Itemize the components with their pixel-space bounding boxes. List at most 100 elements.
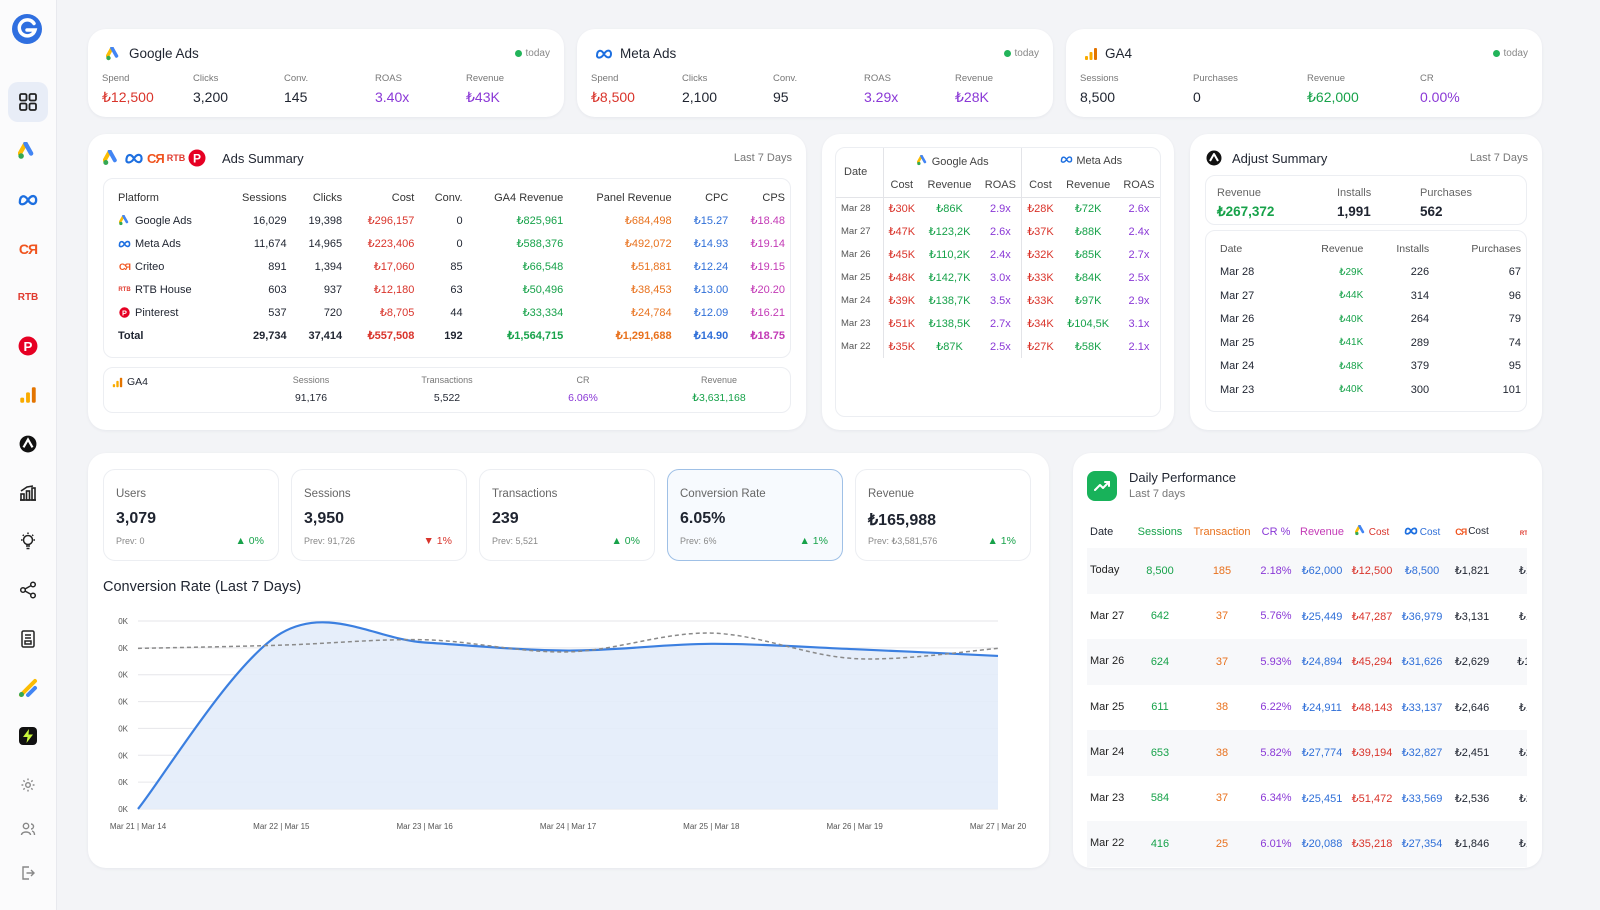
app-logo-icon[interactable] bbox=[11, 13, 43, 45]
ga4-stat-value: ₺3,631,168 bbox=[692, 392, 746, 404]
table-row[interactable]: Mar 23 ₺40K 300 101 bbox=[1206, 378, 1526, 402]
column-header[interactable]: Panel Revenue bbox=[596, 191, 672, 204]
table-row[interactable]: Mar 28 ₺29K 226 67 bbox=[1206, 261, 1526, 285]
table-row[interactable]: Google Ads 16,029 19,398 ₺296,157 0 ₺825,961 ₺… bbox=[104, 209, 790, 232]
daily-table-scroll[interactable]: Date Sessions Transaction CR % Revenue Cost Co… bbox=[1087, 516, 1527, 867]
column-header[interactable]: Transaction bbox=[1193, 526, 1251, 538]
adjust-stat-value: 1,991 bbox=[1337, 204, 1371, 219]
cell: 38 bbox=[1189, 730, 1255, 776]
table-row[interactable]: P Pinterest 537 720 ₺8,705 44 ₺33,334 ₺24,784 ₺1… bbox=[104, 301, 790, 324]
column-header[interactable]: Cost bbox=[1347, 516, 1397, 548]
sidebar-item-google-analytics[interactable] bbox=[8, 668, 48, 708]
kpi-card-transactions[interactable]: Transactions 239 Prev: 5,521 ▲ 0% bbox=[479, 469, 655, 561]
adjust-stat: Revenue ₺267,372 bbox=[1217, 187, 1274, 220]
trend-icon bbox=[1087, 471, 1117, 501]
adjust-stat-value: ₺267,372 bbox=[1217, 204, 1275, 219]
sidebar-item-dashboard[interactable] bbox=[8, 82, 48, 122]
google-ads-today-card[interactable]: Google Ads today Spend ₺12,500 Clicks 3,200… bbox=[88, 29, 564, 117]
cell: ₺2,629 bbox=[1447, 639, 1497, 685]
column-header[interactable]: Cost bbox=[391, 191, 415, 204]
cell: 6.34% bbox=[1260, 792, 1292, 805]
y-tick-label: 0K bbox=[118, 724, 128, 733]
table-row[interactable]: Mar 27 ₺44K 314 96 bbox=[1206, 284, 1526, 308]
table-row[interactable]: Mar 22 416 25 6.01% ₺20,088 ₺35,218 ₺27,354 ₺1,… bbox=[1087, 821, 1527, 867]
table-row[interactable]: Mar 24 ₺48K 379 95 bbox=[1206, 355, 1526, 379]
column-header[interactable]: Cost bbox=[1397, 516, 1447, 548]
sidebar-item-logout[interactable] bbox=[8, 853, 48, 893]
table-row[interactable]: RTB RTB House 603 937 ₺12,180 63 ₺50,496 ₺38,45… bbox=[104, 278, 790, 301]
table-row[interactable]: Mar 24 653 38 5.82% ₺27,774 ₺39,194 ₺32,827 ₺2,… bbox=[1087, 730, 1527, 776]
ga4-summary-strip: GA4 Sessions 91,176 Transactions 5,522 CR 6.0… bbox=[103, 367, 791, 413]
sidebar-item-google-ads[interactable] bbox=[8, 131, 48, 171]
table-row[interactable]: CЯ Criteo 891 1,394 ₺17,060 85 ₺66,548 ₺51,881 ₺… bbox=[104, 255, 790, 278]
ga4-today-card[interactable]: GA4 today Sessions 8,500 Purchases 0 Revenue… bbox=[1066, 29, 1542, 117]
sidebar-item-rtb[interactable]: RTB bbox=[8, 277, 48, 317]
table-row[interactable]: Mar 23 ₺51K ₺138,5K 2.7x ₺34K ₺104,5K 3.1x bbox=[836, 312, 1160, 335]
ads-table-container: Platform Sessions Clicks Cost Conv. GA4 Reven… bbox=[103, 178, 791, 358]
sub-header: Revenue bbox=[1066, 179, 1111, 192]
sidebar-item-flash[interactable] bbox=[8, 716, 48, 756]
column-header[interactable]: Sessions bbox=[1137, 526, 1183, 538]
column-header[interactable]: Revenue bbox=[1321, 242, 1364, 255]
table-row[interactable]: Mar 22 ₺35K ₺87K 2.5x ₺27K ₺58K 2.1x bbox=[836, 335, 1160, 358]
column-header[interactable]: Revenue bbox=[1300, 526, 1345, 538]
y-tick-label: 0K bbox=[118, 698, 128, 707]
column-header[interactable]: Conv. bbox=[434, 191, 463, 204]
cell: ₺44K bbox=[1339, 290, 1364, 302]
sidebar-item-ga4[interactable] bbox=[8, 375, 48, 415]
kpi-value: 3,950 bbox=[304, 510, 345, 527]
table-row[interactable]: Mar 24 ₺39K ₺138,7K 3.5x ₺33K ₺97K 2.9x bbox=[836, 289, 1160, 312]
table-row[interactable]: Mar 26 ₺40K 264 79 bbox=[1206, 308, 1526, 332]
sidebar-item-pinterest[interactable]: P bbox=[8, 326, 48, 366]
meta-ads-today-card[interactable]: Meta Ads today Spend ₺8,500 Clicks 2,100 Con… bbox=[577, 29, 1053, 117]
kpi-card-revenue[interactable]: Revenue ₺165,988 Prev: ₺3,581,576 ▲ 1% bbox=[855, 469, 1031, 561]
kpi-card-conversion-rate[interactable]: Conversion Rate 6.05% Prev: 6% ▲ 1% bbox=[667, 469, 843, 561]
column-header[interactable]: Purchases bbox=[1471, 242, 1521, 255]
table-row[interactable]: Meta Ads 11,674 14,965 ₺223,406 0 ₺588,376 ₺49… bbox=[104, 232, 790, 255]
table-row[interactable]: Today 8,500 185 2.18% ₺62,000 ₺12,500 ₺8,500 ₺1… bbox=[1087, 548, 1527, 594]
column-header[interactable]: Clicks bbox=[312, 191, 343, 204]
sidebar-item-criteo[interactable]: CЯ bbox=[8, 229, 48, 269]
meta-icon bbox=[118, 239, 131, 249]
metric-value: 3.40x bbox=[375, 89, 410, 105]
column-header[interactable]: Date bbox=[1090, 526, 1114, 538]
column-header[interactable]: CЯ Cost bbox=[1455, 526, 1489, 537]
table-row[interactable]: Mar 27 ₺47K ₺123,2K 2.6x ₺37K ₺88K 2.4x bbox=[836, 220, 1160, 243]
column-header[interactable]: GA4 Revenue bbox=[494, 191, 564, 204]
column-header[interactable]: RTB bbox=[1497, 516, 1527, 548]
svg-text:P: P bbox=[193, 152, 201, 166]
cell: ₺39K bbox=[888, 295, 916, 307]
sidebar-item-lightbulb[interactable] bbox=[8, 521, 48, 561]
column-header[interactable]: CPS bbox=[762, 191, 785, 204]
kpi-card-users[interactable]: Users 3,079 Prev: 0 ▲ 0% bbox=[103, 469, 279, 561]
column-header[interactable]: Installs bbox=[1396, 242, 1430, 255]
cell: ₺3,131 bbox=[1454, 610, 1490, 623]
kpi-card-sessions[interactable]: Sessions 3,950 Prev: 91,726 ▼ 1% bbox=[291, 469, 467, 561]
table-row[interactable]: Mar 27 642 37 5.76% ₺25,449 ₺47,287 ₺36,979 ₺3,… bbox=[1087, 594, 1527, 640]
sidebar-item-report[interactable] bbox=[8, 619, 48, 659]
table-row[interactable]: Mar 26 ₺45K ₺110,2K 2.4x ₺32K ₺85K 2.7x bbox=[836, 243, 1160, 266]
table-row[interactable]: Mar 25 611 38 6.22% ₺24,911 ₺48,143 ₺33,137 ₺2,… bbox=[1087, 685, 1527, 731]
table-row[interactable]: Mar 28 ₺30K ₺86K 2.9x ₺28K ₺72K 2.6x bbox=[836, 197, 1160, 220]
column-header[interactable]: CR % bbox=[1261, 526, 1291, 538]
cell: 611 bbox=[1151, 701, 1169, 714]
table-row[interactable]: Mar 25 ₺48K ₺142,7K 3.0x ₺33K ₺84K 2.5x bbox=[836, 266, 1160, 289]
table-row[interactable]: Mar 23 584 37 6.34% ₺25,451 ₺51,472 ₺33,569 ₺2,… bbox=[1087, 776, 1527, 822]
sidebar-item-settings[interactable] bbox=[8, 765, 48, 805]
sidebar-item-adjust[interactable] bbox=[8, 424, 48, 464]
cell: ₺51,472 bbox=[1351, 792, 1393, 805]
rtb-icon: RTB bbox=[166, 153, 186, 163]
sidebar-item-users[interactable] bbox=[8, 809, 48, 849]
series-area bbox=[138, 622, 998, 809]
sidebar-item-share[interactable] bbox=[8, 570, 48, 610]
sidebar-item-meta[interactable] bbox=[8, 180, 48, 220]
table-row[interactable]: Mar 25 ₺41K 289 74 bbox=[1206, 331, 1526, 355]
column-header[interactable]: CPC bbox=[705, 191, 729, 204]
column-header[interactable]: Date bbox=[1220, 242, 1243, 255]
table-row[interactable]: Mar 26 624 37 5.93% ₺24,894 ₺45,294 ₺31,626 ₺2,… bbox=[1087, 639, 1527, 685]
sidebar-item-analytics-chart[interactable] bbox=[8, 473, 48, 513]
column-header[interactable]: Platform bbox=[118, 191, 159, 204]
column-header[interactable]: Sessions bbox=[242, 191, 287, 204]
today-badge: today bbox=[514, 48, 550, 59]
cell: 3.5x bbox=[979, 289, 1023, 312]
